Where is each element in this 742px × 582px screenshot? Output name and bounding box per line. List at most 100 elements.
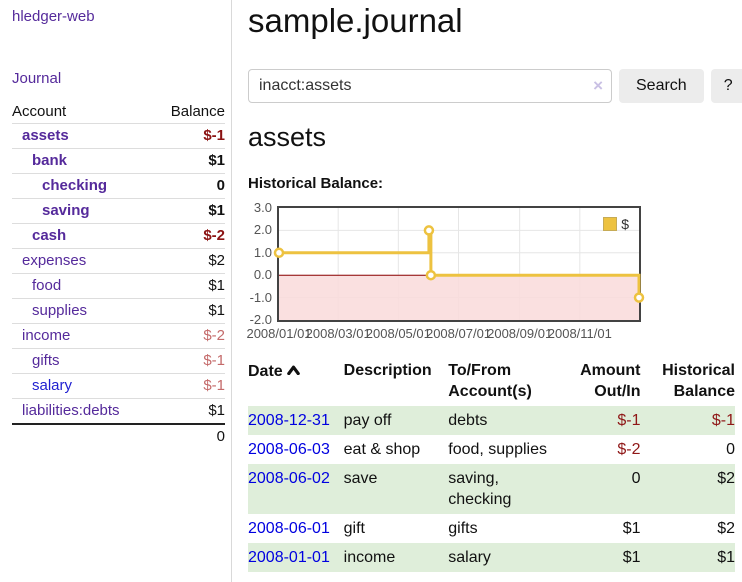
account-balance: 0 bbox=[153, 173, 225, 199]
x-tick-label: 2008/01/01 bbox=[246, 326, 312, 341]
account-row: assets $-1 bbox=[12, 123, 225, 149]
account-link-income[interactable]: income bbox=[22, 327, 71, 344]
register-header-row: Date Description To/From Account(s) Amou… bbox=[248, 356, 735, 406]
transaction-amount: $1 bbox=[622, 520, 641, 537]
transaction-accounts: salary bbox=[448, 543, 581, 572]
transaction-accounts: gifts bbox=[448, 520, 478, 537]
sort-ascending-icon bbox=[286, 360, 300, 381]
sidebar: hledger-web Journal Account Balance asse… bbox=[0, 0, 232, 582]
y-tick-label: 1.0 bbox=[253, 244, 272, 260]
search-button[interactable]: Search bbox=[619, 69, 704, 103]
register-row: 2008-12-31 pay off debts $-1 $-1 bbox=[248, 406, 735, 435]
account-link-liabilities-debts[interactable]: liabilities:debts bbox=[22, 402, 120, 419]
transaction-date-link[interactable]: 2008-06-03 bbox=[248, 441, 330, 458]
transaction-date-link[interactable]: 2008-06-01 bbox=[248, 520, 330, 537]
transaction-balance: $-1 bbox=[640, 406, 735, 435]
accounts-total-balance: 0 bbox=[153, 423, 225, 449]
transaction-balance: 0 bbox=[726, 441, 735, 458]
y-tick-label: 2.0 bbox=[253, 222, 272, 238]
col-tofrom-accounts: To/From Account(s) bbox=[448, 356, 580, 406]
account-link-checking[interactable]: checking bbox=[42, 177, 108, 194]
col-description: Description bbox=[343, 362, 432, 379]
account-balance: $1 bbox=[153, 198, 225, 224]
x-tick-label: 2008/03/01 bbox=[305, 326, 371, 341]
account-link-cash[interactable]: cash bbox=[32, 227, 67, 244]
account-balance: $1 bbox=[153, 148, 225, 174]
col-historical-balance: Historical Balance bbox=[641, 356, 735, 406]
account-row: checking 0 bbox=[12, 173, 225, 199]
x-tick-label: 2008/09/01 bbox=[487, 326, 553, 341]
account-link-food[interactable]: food bbox=[32, 277, 62, 294]
account-link-gifts[interactable]: gifts bbox=[32, 352, 60, 369]
chart-y-axis-labels: 3.0 2.0 1.0 0.0 -1.0 -2.0 bbox=[248, 200, 274, 327]
account-balance: $2 bbox=[153, 248, 225, 274]
transaction-balance: $2 bbox=[640, 464, 735, 514]
col-balance-line1: Historical bbox=[662, 362, 735, 379]
account-link-supplies[interactable]: supplies bbox=[32, 302, 88, 319]
account-balance: $1 bbox=[153, 298, 225, 324]
col-amount-line2: Out/In bbox=[594, 383, 641, 400]
col-amount-line1: Amount bbox=[580, 362, 641, 379]
register-table: Date Description To/From Account(s) Amou… bbox=[248, 356, 735, 572]
account-link-bank[interactable]: bank bbox=[32, 152, 68, 169]
chart-title: Historical Balance: bbox=[248, 175, 384, 192]
historical-balance-chart: 3.0 2.0 1.0 0.0 -1.0 -2.0 $ 2008/01/01 2008/03… bbox=[246, 200, 668, 345]
account-balance: $-2 bbox=[153, 323, 225, 349]
transaction-date-link[interactable]: 2008-06-02 bbox=[248, 470, 330, 487]
y-tick-label: 0.0 bbox=[253, 267, 272, 283]
account-row: expenses $2 bbox=[12, 248, 225, 274]
accounts-header-row: Account Balance bbox=[12, 100, 225, 124]
register-row: 2008-01-01 income salary $1 $1 bbox=[248, 543, 735, 572]
account-row: bank $1 bbox=[12, 148, 225, 174]
account-row: food $1 bbox=[12, 273, 225, 299]
account-link-assets[interactable]: assets bbox=[22, 127, 69, 144]
x-tick-label: 2008/07/01 bbox=[425, 326, 492, 341]
account-link-salary[interactable]: salary bbox=[32, 377, 73, 394]
accounts-col-balance: Balance bbox=[170, 103, 225, 120]
col-tofrom-line1: To/From bbox=[448, 362, 512, 379]
transaction-accounts: debts bbox=[448, 406, 581, 435]
transaction-amount: $-1 bbox=[580, 406, 641, 435]
app-brand-link[interactable]: hledger-web bbox=[12, 8, 95, 25]
col-date[interactable]: Date bbox=[248, 356, 344, 406]
transaction-balance: $1 bbox=[640, 543, 735, 572]
transaction-amount: $-2 bbox=[617, 441, 641, 458]
account-row: supplies $1 bbox=[12, 298, 225, 324]
account-row: gifts $-1 bbox=[12, 348, 225, 374]
col-balance-line2: Balance bbox=[673, 383, 735, 400]
account-row: saving $1 bbox=[12, 198, 225, 224]
page-title: sample.journal bbox=[248, 2, 463, 39]
transaction-amount: $1 bbox=[580, 543, 641, 572]
x-tick-label: 2008/11/01 bbox=[547, 326, 612, 341]
transaction-date-link[interactable]: 2008-12-31 bbox=[248, 412, 330, 429]
col-tofrom-line2: Account(s) bbox=[448, 383, 532, 400]
main-content: sample.journal × Search ? assets Histori… bbox=[246, 0, 742, 582]
clear-search-icon[interactable]: × bbox=[593, 76, 603, 95]
account-link-saving[interactable]: saving bbox=[42, 202, 90, 219]
col-amount: Amount Out/In bbox=[580, 356, 640, 406]
account-balance: $-2 bbox=[153, 223, 225, 249]
sidebar-item-journal[interactable]: Journal bbox=[12, 70, 62, 87]
transaction-date-link[interactable]: 2008-01-01 bbox=[248, 549, 330, 566]
account-balance: $-1 bbox=[153, 373, 225, 399]
chart-canvas bbox=[273, 208, 645, 320]
transaction-description: gift bbox=[343, 520, 365, 537]
register-row: 2008-06-01 gift gifts $1 $2 bbox=[248, 514, 735, 543]
help-button[interactable]: ? bbox=[710, 69, 742, 103]
transaction-balance: $2 bbox=[717, 520, 735, 537]
x-tick-label: 2008/05/01 bbox=[365, 326, 431, 341]
transaction-description: eat & shop bbox=[343, 441, 421, 458]
account-link-expenses[interactable]: expenses bbox=[22, 252, 87, 269]
chart-plot-area: $ bbox=[273, 206, 645, 322]
register-row: 2008-06-03 eat & shop food, supplies $-2… bbox=[248, 435, 735, 464]
transaction-amount: 0 bbox=[580, 464, 641, 514]
search-input[interactable] bbox=[248, 69, 612, 103]
accounts-total-row: 0 bbox=[12, 423, 225, 449]
account-balance: $1 bbox=[153, 273, 225, 299]
y-tick-label: -2.0 bbox=[249, 312, 272, 327]
transaction-description: income bbox=[343, 543, 449, 572]
account-balance: $1 bbox=[153, 398, 225, 424]
col-date-label: Date bbox=[248, 363, 283, 380]
transaction-description: save bbox=[343, 464, 449, 514]
account-balance: $-1 bbox=[153, 123, 225, 149]
